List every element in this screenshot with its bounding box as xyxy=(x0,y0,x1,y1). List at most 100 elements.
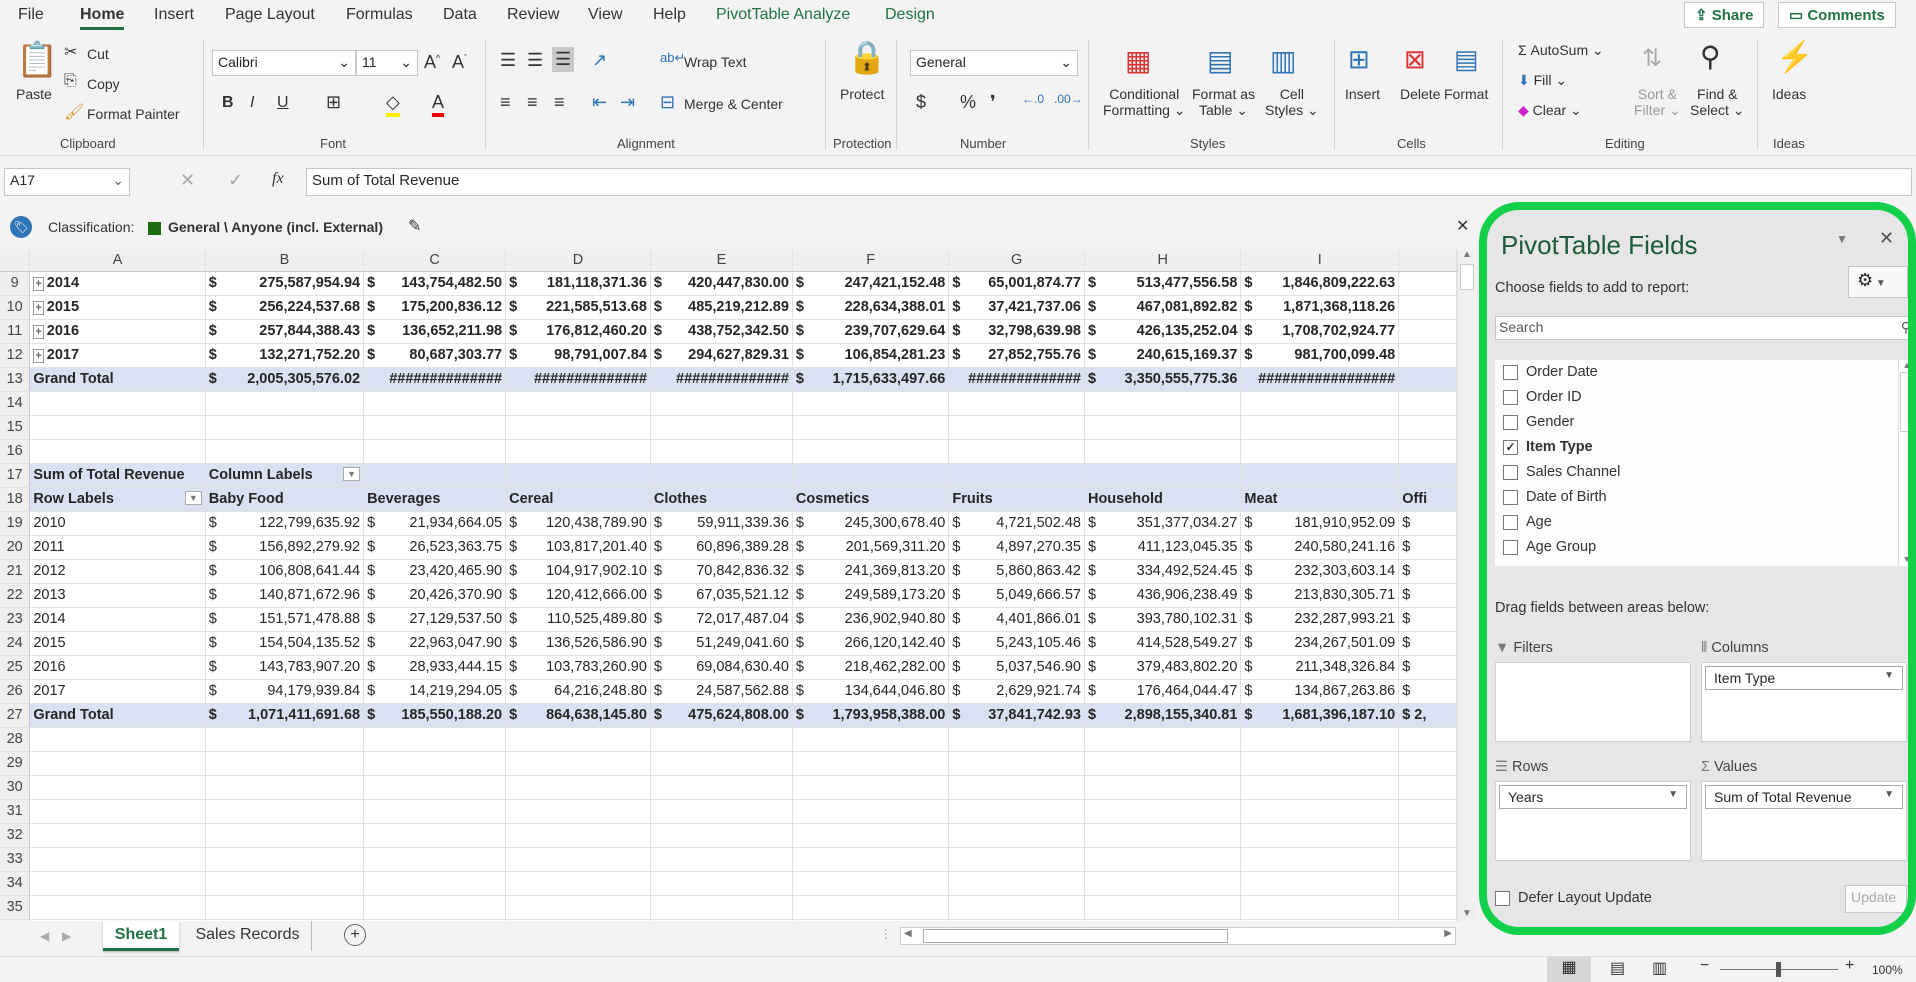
cell[interactable] xyxy=(505,799,651,824)
cell[interactable] xyxy=(1398,895,1457,920)
row-number[interactable]: 20 xyxy=(0,535,31,560)
cell[interactable] xyxy=(29,775,206,800)
scroll-down-icon[interactable]: ▼ xyxy=(1902,554,1912,564)
cell[interactable]: $294,627,829.31 xyxy=(650,343,793,368)
cell[interactable] xyxy=(205,799,365,824)
decrease-indent-icon[interactable]: ⇤ xyxy=(592,92,608,112)
page-layout-view-icon[interactable]: ▤ xyxy=(1610,960,1626,977)
cell[interactable]: $ xyxy=(1398,559,1457,584)
cell[interactable] xyxy=(1398,295,1457,320)
checkbox[interactable] xyxy=(1495,890,1510,906)
orientation-icon[interactable]: ↗ xyxy=(592,50,608,70)
autosum-button[interactable]: Σ AutoSum ⌄ xyxy=(1518,42,1604,58)
scroll-thumb[interactable] xyxy=(1900,372,1908,432)
row-number[interactable]: 32 xyxy=(0,823,31,848)
formula-input[interactable]: Sum of Total Revenue xyxy=(306,168,1912,196)
checkbox[interactable] xyxy=(1503,414,1518,430)
cell[interactable]: $185,550,188.20 xyxy=(363,703,507,728)
cell[interactable]: $151,571,478.88 xyxy=(205,607,365,632)
cell[interactable]: $60,896,389.28 xyxy=(650,535,793,560)
share-button[interactable]: ⇪ Share xyxy=(1684,2,1765,28)
cell[interactable] xyxy=(363,463,507,488)
horizontal-scrollbar[interactable]: ◀ ▶ xyxy=(900,927,1456,945)
cell[interactable] xyxy=(948,799,1085,824)
cell[interactable] xyxy=(363,919,507,921)
cell[interactable]: $136,526,586.90 xyxy=(505,631,651,656)
cell[interactable] xyxy=(792,919,950,921)
row-label[interactable]: 2013 xyxy=(29,583,206,608)
cell[interactable] xyxy=(948,847,1085,872)
delete-button[interactable]: Delete xyxy=(1400,86,1441,102)
scroll-tabs-left-icon[interactable]: ◀ xyxy=(40,929,50,943)
scroll-down-icon[interactable]: ▼ xyxy=(1462,908,1472,919)
scroll-right-icon[interactable]: ▶ xyxy=(1444,928,1452,939)
cell[interactable]: $1,846,809,222.63 xyxy=(1240,271,1400,296)
zoom-slider-thumb[interactable] xyxy=(1776,962,1781,977)
cell[interactable]: $ xyxy=(1398,679,1457,704)
cell[interactable]: ############## xyxy=(363,367,507,392)
cell[interactable] xyxy=(650,751,793,776)
cell[interactable]: $21,934,664.05 xyxy=(363,511,507,536)
cell[interactable] xyxy=(205,775,365,800)
row-number[interactable] xyxy=(0,919,31,921)
number-format-select[interactable]: General ⌄ xyxy=(910,50,1078,76)
zoom-level[interactable]: 100% xyxy=(1872,963,1903,977)
cell[interactable] xyxy=(650,463,793,488)
cell[interactable] xyxy=(948,463,1085,488)
cell[interactable] xyxy=(792,775,950,800)
cell[interactable] xyxy=(363,751,507,776)
menu-file[interactable]: File xyxy=(18,6,44,23)
cell[interactable]: $213,830,305.71 xyxy=(1240,583,1400,608)
pivot-column-header[interactable]: Clothes xyxy=(650,487,793,512)
cell[interactable] xyxy=(650,439,793,464)
cell[interactable] xyxy=(1398,799,1457,824)
row-number[interactable]: 21 xyxy=(0,559,31,584)
paste-icon[interactable]: 📋 xyxy=(16,41,59,79)
wrap-text-button[interactable]: Wrap Text xyxy=(684,54,747,70)
row-number[interactable]: 18 xyxy=(0,487,31,512)
row-label[interactable]: +2017 xyxy=(29,343,206,368)
cell[interactable] xyxy=(1240,463,1400,488)
cancel-icon[interactable]: ✕ xyxy=(180,170,196,190)
cell[interactable]: $132,271,752.20 xyxy=(205,343,365,368)
cell[interactable]: $181,910,952.09 xyxy=(1240,511,1400,536)
cell[interactable] xyxy=(505,463,651,488)
decrease-decimal-icon[interactable]: .00→ xyxy=(1054,92,1083,106)
scroll-tabs-right-icon[interactable]: ▶ xyxy=(62,929,72,943)
format-painter-button[interactable]: Format Painter xyxy=(87,106,180,122)
cell[interactable]: $27,852,755.76 xyxy=(948,343,1085,368)
update-button[interactable]: Update xyxy=(1845,885,1907,913)
cell[interactable] xyxy=(505,847,651,872)
pivot-column-header[interactable]: Beverages xyxy=(363,487,507,512)
cell[interactable] xyxy=(205,439,365,464)
menu-formulas[interactable]: Formulas xyxy=(346,6,413,23)
row-label[interactable]: 2017 xyxy=(29,679,206,704)
row-number[interactable]: 22 xyxy=(0,583,31,608)
cell[interactable]: $1,708,702,924.77 xyxy=(1240,319,1400,344)
cell[interactable]: $334,492,524.45 xyxy=(1084,559,1242,584)
cell[interactable]: $37,841,742.93 xyxy=(948,703,1085,728)
pane-options-icon[interactable]: ▼ xyxy=(1836,232,1848,246)
cell[interactable]: $232,287,993.21 xyxy=(1240,607,1400,632)
cell[interactable]: $ xyxy=(1398,655,1457,680)
cell[interactable]: $266,120,142.40 xyxy=(792,631,950,656)
page-break-view-icon[interactable]: ▥ xyxy=(1652,960,1668,977)
cell[interactable]: $181,118,371.36 xyxy=(505,271,651,296)
cell[interactable] xyxy=(29,751,206,776)
cell[interactable]: $1,871,368,118.26 xyxy=(1240,295,1400,320)
align-top-icon[interactable]: ☰ xyxy=(500,50,517,70)
column-header[interactable]: B xyxy=(205,249,365,272)
cell[interactable]: $2,629,921.74 xyxy=(948,679,1085,704)
field-search-input[interactable]: Search ⚲ xyxy=(1495,316,1908,340)
cell[interactable]: $122,799,635.92 xyxy=(205,511,365,536)
cell[interactable]: $4,401,866.01 xyxy=(948,607,1085,632)
cell[interactable] xyxy=(792,439,950,464)
cell[interactable] xyxy=(792,391,950,416)
row-number[interactable]: 11 xyxy=(0,319,31,344)
cell[interactable]: $249,589,173.20 xyxy=(792,583,950,608)
row-number[interactable]: 16 xyxy=(0,439,31,464)
field-item[interactable]: Gender xyxy=(1503,414,1574,430)
cell[interactable] xyxy=(650,847,793,872)
cell[interactable]: $864,638,145.80 xyxy=(505,703,651,728)
cell[interactable]: $234,267,501.09 xyxy=(1240,631,1400,656)
